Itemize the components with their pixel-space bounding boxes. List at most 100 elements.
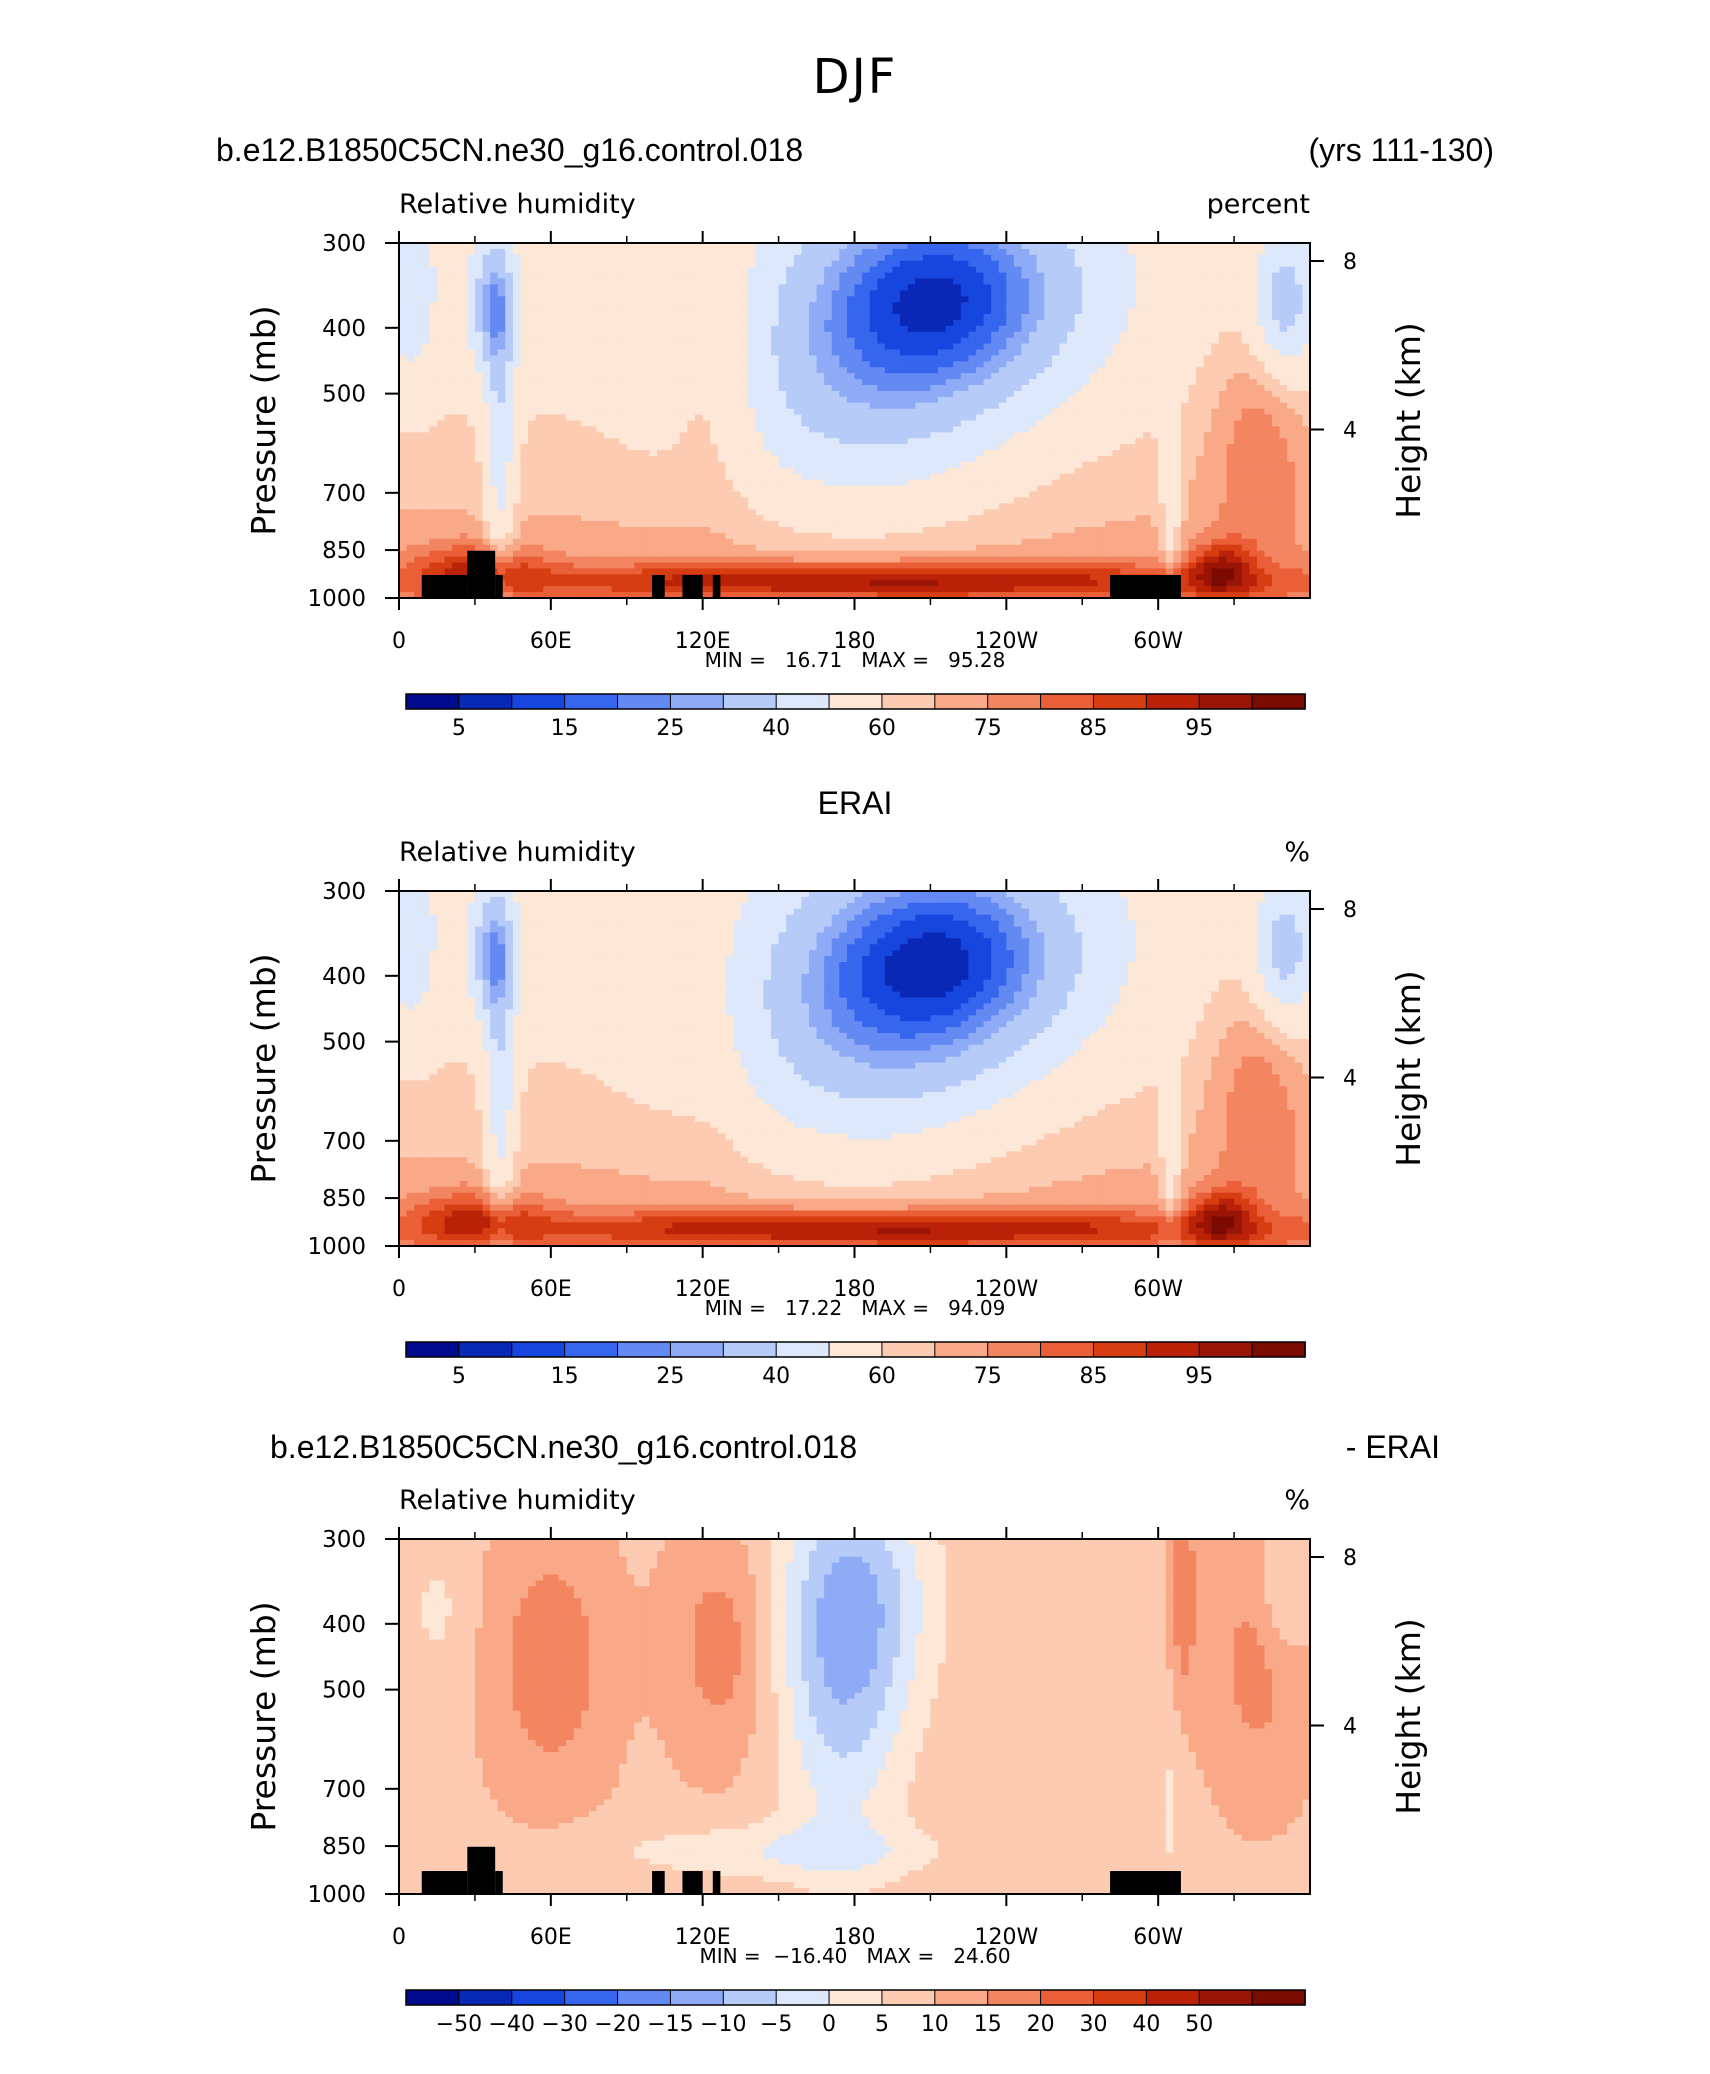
- heatmap-cell: [520, 266, 529, 274]
- heatmap-cell: [1142, 396, 1152, 404]
- heatmap-cell: [991, 325, 1000, 333]
- heatmap-cell: [1264, 272, 1273, 280]
- heatmap-cell: [414, 390, 423, 398]
- heatmap-cell: [854, 296, 863, 303]
- heatmap-cell: [808, 349, 818, 357]
- heatmap-cell: [862, 479, 871, 487]
- heatmap-cell: [960, 337, 969, 345]
- heatmap-cell: [1044, 349, 1053, 357]
- heatmap-cell: [770, 485, 780, 493]
- heatmap-cell: [657, 479, 666, 487]
- heatmap-cell: [528, 485, 537, 493]
- heatmap-cell: [733, 373, 742, 380]
- heatmap-cell: [1021, 432, 1030, 439]
- heatmap-cell: [801, 473, 810, 481]
- heatmap-cell: [1188, 319, 1197, 327]
- heatmap-cell: [793, 331, 802, 339]
- heatmap-cell: [846, 438, 856, 445]
- heatmap-cell: [938, 367, 947, 374]
- heatmap-cell: [1074, 319, 1083, 327]
- heatmap-cell: [953, 284, 962, 291]
- heatmap-cell: [1272, 367, 1281, 374]
- heatmap-cell: [1150, 337, 1159, 345]
- heatmap-cell: [907, 379, 916, 386]
- heatmap-cell: [520, 272, 529, 280]
- heatmap-cell: [1105, 450, 1114, 457]
- heatmap-cell: [1249, 450, 1258, 457]
- heatmap-cell: [429, 278, 438, 286]
- heatmap-cell: [596, 426, 605, 433]
- heatmap-cell: [459, 379, 468, 386]
- heatmap-cell: [1249, 266, 1258, 274]
- heatmap-cell: [1029, 290, 1038, 297]
- heatmap-cell: [907, 414, 916, 422]
- heatmap-cell: [755, 290, 764, 297]
- heatmap-cell: [611, 248, 620, 256]
- heatmap-cell: [748, 396, 757, 404]
- heatmap-cell: [664, 414, 673, 422]
- heatmap-cell: [1135, 343, 1144, 351]
- heatmap-cell: [1158, 337, 1167, 345]
- heatmap-cell: [1287, 396, 1296, 404]
- heatmap-cell: [884, 254, 894, 262]
- heatmap-cell: [505, 254, 514, 262]
- heatmap-cell: [619, 379, 628, 386]
- heatmap-cell: [474, 402, 484, 410]
- heatmap-cell: [854, 325, 863, 333]
- heatmap-cell: [725, 467, 734, 475]
- heatmap-cell: [1256, 432, 1266, 439]
- heatmap-cell: [1226, 379, 1235, 386]
- heatmap-cell: [436, 402, 446, 410]
- heatmap-cell: [596, 414, 605, 422]
- heatmap-cell: [991, 296, 1000, 303]
- heatmap-cell: [603, 426, 613, 433]
- heatmap-cell: [1127, 254, 1136, 262]
- heatmap-cell: [1173, 426, 1182, 433]
- heatmap-cell: [641, 473, 651, 481]
- heatmap-cell: [839, 349, 848, 357]
- heatmap-cell: [1074, 248, 1083, 256]
- heatmap-cell: [748, 272, 757, 280]
- heatmap-cell: [839, 479, 848, 487]
- heatmap-cell: [543, 278, 552, 286]
- heatmap-cell: [1158, 361, 1167, 368]
- heatmap-cell: [1287, 444, 1296, 451]
- heatmap-cell: [983, 361, 992, 368]
- heatmap-cell: [626, 248, 635, 256]
- heatmap-cell: [983, 479, 992, 487]
- heatmap-cell: [1089, 479, 1099, 487]
- heatmap-cell: [877, 284, 886, 291]
- heatmap-cell: [1234, 473, 1243, 481]
- heatmap-cell: [831, 390, 840, 398]
- heatmap-cell: [550, 426, 560, 433]
- heatmap-cell: [1051, 390, 1061, 398]
- heatmap-cell: [1218, 266, 1228, 274]
- heatmap-cell: [945, 473, 954, 481]
- heatmap-cell: [550, 260, 560, 268]
- heatmap-cell: [702, 373, 711, 380]
- heatmap-cell: [1218, 367, 1228, 374]
- heatmap-cell: [490, 438, 499, 445]
- heatmap-cell: [786, 243, 795, 250]
- heatmap-cell: [1036, 414, 1045, 422]
- heatmap-cell: [824, 254, 833, 262]
- heatmap-cell: [824, 296, 833, 303]
- heatmap-cell: [930, 272, 939, 280]
- heatmap-cell: [1188, 266, 1197, 274]
- heatmap-cell: [869, 485, 878, 493]
- heatmap-cell: [459, 272, 468, 280]
- heatmap-cell: [877, 325, 886, 333]
- heatmap-cell: [1294, 278, 1304, 286]
- heatmap-cell: [1021, 438, 1030, 445]
- heatmap-cell: [1302, 325, 1310, 333]
- heatmap-cell: [573, 319, 582, 327]
- heatmap-cell: [1112, 296, 1121, 303]
- heatmap-cell: [474, 438, 484, 445]
- heatmap-cell: [1173, 243, 1182, 250]
- heatmap-cell: [862, 438, 871, 445]
- heatmap-cell: [717, 426, 727, 433]
- heatmap-cell: [1082, 337, 1091, 345]
- heatmap-cell: [573, 248, 582, 256]
- heatmap-cell: [436, 467, 446, 475]
- heatmap-cell: [399, 325, 408, 333]
